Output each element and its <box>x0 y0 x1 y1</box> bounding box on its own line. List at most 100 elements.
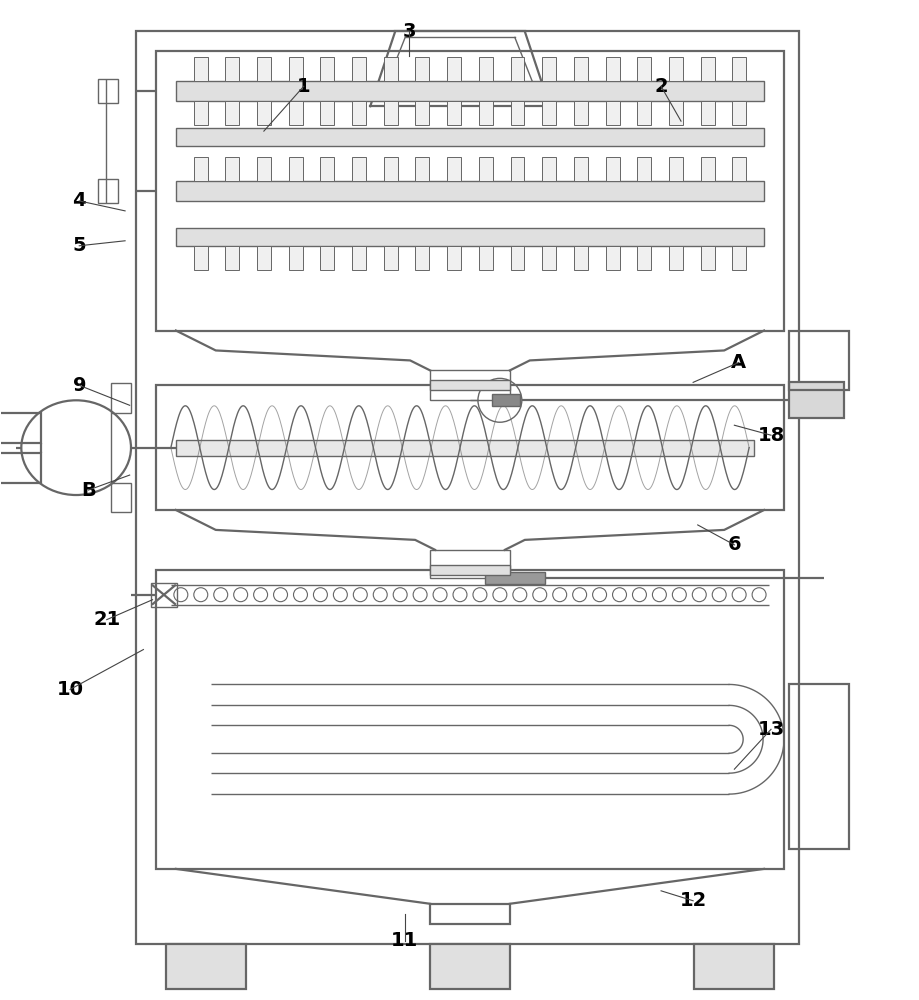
Bar <box>321 157 335 181</box>
Bar <box>637 246 652 270</box>
Bar <box>606 157 619 181</box>
Bar <box>700 246 715 270</box>
Bar <box>542 246 556 270</box>
Bar <box>789 684 849 849</box>
Text: 4: 4 <box>73 191 86 210</box>
Bar <box>384 57 398 81</box>
Text: 5: 5 <box>73 236 86 255</box>
Bar <box>479 101 493 125</box>
Bar <box>321 246 335 270</box>
Bar <box>789 331 849 390</box>
Bar <box>352 157 366 181</box>
Bar <box>384 157 398 181</box>
Bar <box>542 101 556 125</box>
Bar <box>111 383 131 413</box>
Bar <box>352 57 366 81</box>
Bar <box>732 157 746 181</box>
Bar <box>225 246 239 270</box>
Bar <box>606 246 619 270</box>
Bar <box>700 157 715 181</box>
Bar <box>257 246 271 270</box>
Text: 12: 12 <box>679 891 707 910</box>
Bar <box>430 550 510 578</box>
Bar <box>542 57 556 81</box>
Text: 3: 3 <box>403 22 416 41</box>
Bar <box>0 453 41 483</box>
Text: 9: 9 <box>73 376 86 395</box>
Bar <box>637 157 652 181</box>
Bar <box>176 228 764 246</box>
Bar <box>98 179 118 203</box>
Bar <box>136 31 799 944</box>
Bar <box>194 246 208 270</box>
Bar <box>669 57 683 81</box>
Bar <box>194 101 208 125</box>
Bar <box>415 57 429 81</box>
Bar <box>574 57 588 81</box>
Bar <box>194 157 208 181</box>
Bar <box>289 57 302 81</box>
Bar <box>176 128 764 146</box>
Bar <box>732 57 746 81</box>
Bar <box>448 101 461 125</box>
Bar <box>225 157 239 181</box>
Bar <box>321 101 335 125</box>
Text: 13: 13 <box>757 720 785 739</box>
Text: B: B <box>81 481 96 500</box>
Bar <box>492 394 520 406</box>
Text: 21: 21 <box>93 610 120 629</box>
Bar <box>384 246 398 270</box>
Bar <box>606 101 619 125</box>
Bar <box>700 57 715 81</box>
Bar <box>176 81 764 101</box>
Text: 6: 6 <box>728 535 742 554</box>
Bar <box>430 565 510 575</box>
Bar <box>194 57 208 81</box>
Bar <box>511 157 525 181</box>
Bar <box>430 944 510 989</box>
Bar <box>479 57 493 81</box>
Bar <box>574 101 588 125</box>
Bar <box>415 101 429 125</box>
Bar <box>384 101 398 125</box>
Bar <box>225 57 239 81</box>
Text: A: A <box>732 353 746 372</box>
Bar <box>511 101 525 125</box>
Bar <box>606 57 619 81</box>
Bar <box>415 157 429 181</box>
Bar <box>694 944 774 989</box>
Bar <box>151 583 176 607</box>
Bar <box>669 157 683 181</box>
Bar <box>448 57 461 81</box>
Bar <box>511 246 525 270</box>
Bar <box>448 157 461 181</box>
Bar <box>111 483 131 512</box>
Bar <box>669 246 683 270</box>
Bar <box>257 101 271 125</box>
Text: 1: 1 <box>297 77 311 96</box>
Bar <box>430 370 510 400</box>
Bar <box>352 101 366 125</box>
Text: 2: 2 <box>654 77 668 96</box>
Bar <box>479 157 493 181</box>
Bar <box>257 157 271 181</box>
Text: 10: 10 <box>57 680 84 699</box>
Bar <box>430 904 510 924</box>
Bar <box>289 101 302 125</box>
Bar <box>176 440 754 456</box>
Bar <box>352 246 366 270</box>
Bar <box>257 57 271 81</box>
Bar <box>700 101 715 125</box>
Bar <box>156 51 784 331</box>
Bar <box>542 157 556 181</box>
Bar <box>485 572 545 584</box>
Bar <box>289 246 302 270</box>
Bar <box>732 101 746 125</box>
Bar <box>166 944 245 989</box>
Text: 18: 18 <box>757 426 785 445</box>
Bar <box>637 57 652 81</box>
Bar <box>225 101 239 125</box>
Bar <box>156 570 784 869</box>
Bar <box>289 157 302 181</box>
Bar <box>448 246 461 270</box>
